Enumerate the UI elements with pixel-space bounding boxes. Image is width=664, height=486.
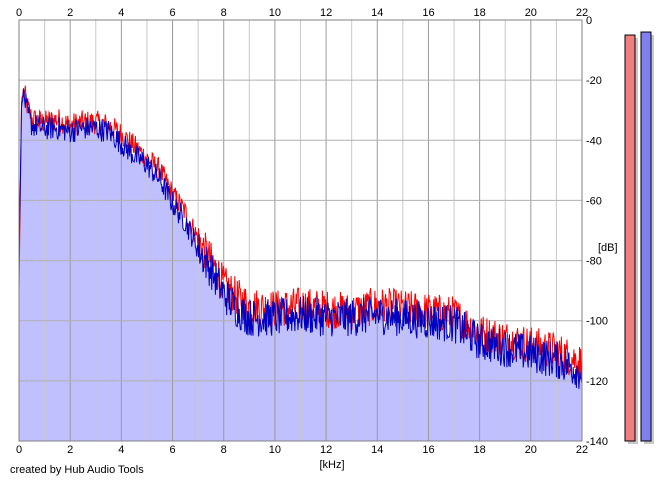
level-meter-right	[640, 31, 652, 442]
x-tick-label-bottom: 8	[221, 444, 227, 456]
level-meter-left	[624, 34, 636, 442]
x-tick-labels-bottom: 0 2 4 6 8 10 12 14 16 18 20 22	[16, 444, 588, 456]
x-axis-label: [kHz]	[319, 459, 344, 471]
x-tick-label-top: 10	[269, 7, 281, 19]
y-axis-label: [dB]	[598, 242, 618, 254]
x-tick-label-top: 2	[67, 7, 73, 19]
spectrum-line-layer	[18, 85, 583, 389]
x-tick-label-top: 4	[118, 7, 124, 19]
x-tick-label-bottom: 10	[269, 444, 281, 456]
x-tick-label-bottom: 20	[525, 444, 537, 456]
y-tick-label: -80	[586, 256, 602, 268]
x-tick-label-bottom: 14	[371, 444, 383, 456]
y-tick-label: 0	[586, 15, 592, 27]
y-tick-label: -100	[586, 316, 608, 328]
x-tick-label-top: 18	[474, 7, 486, 19]
x-tick-label-top: 16	[422, 7, 434, 19]
y-tick-label: -120	[586, 376, 608, 388]
y-tick-label: -140	[586, 436, 608, 448]
x-tick-label-bottom: 6	[169, 444, 175, 456]
x-tick-label-top: 8	[221, 7, 227, 19]
x-tick-label-bottom: 2	[67, 444, 73, 456]
x-tick-label-bottom: 22	[576, 444, 588, 456]
x-tick-label-top: 22	[576, 7, 588, 19]
x-tick-label-top: 14	[371, 7, 383, 19]
level-meters	[624, 31, 654, 445]
y-tick-label: -60	[586, 195, 602, 207]
x-tick-label-top: 20	[525, 7, 537, 19]
x-tick-label-bottom: 4	[118, 444, 124, 456]
x-tick-label-top: 0	[16, 7, 22, 19]
x-tick-label-bottom: 16	[422, 444, 434, 456]
grid-layer	[18, 19, 583, 442]
y-tick-label: -20	[586, 75, 602, 87]
x-tick-labels-top: 0 2 4 6 8 10 12 14 16 18 20 22	[16, 7, 588, 19]
x-tick-label-bottom: 0	[16, 444, 22, 456]
plot-frame	[18, 19, 583, 442]
watermark-text: created by Hub Audio Tools	[10, 464, 144, 476]
spectrum-line-right	[18, 88, 583, 389]
y-tick-labels: 0 -20 -40 -60 -80 -100 -120 -140	[586, 15, 608, 448]
y-tick-label: -40	[586, 135, 602, 147]
x-tick-label-top: 12	[320, 7, 332, 19]
x-tick-label-bottom: 12	[320, 444, 332, 456]
x-tick-label-top: 6	[169, 7, 175, 19]
x-tick-label-bottom: 18	[474, 444, 486, 456]
